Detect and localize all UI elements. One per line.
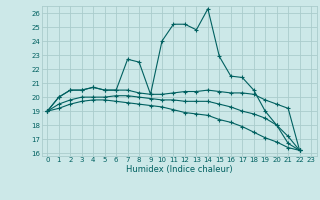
X-axis label: Humidex (Indice chaleur): Humidex (Indice chaleur) — [126, 165, 233, 174]
